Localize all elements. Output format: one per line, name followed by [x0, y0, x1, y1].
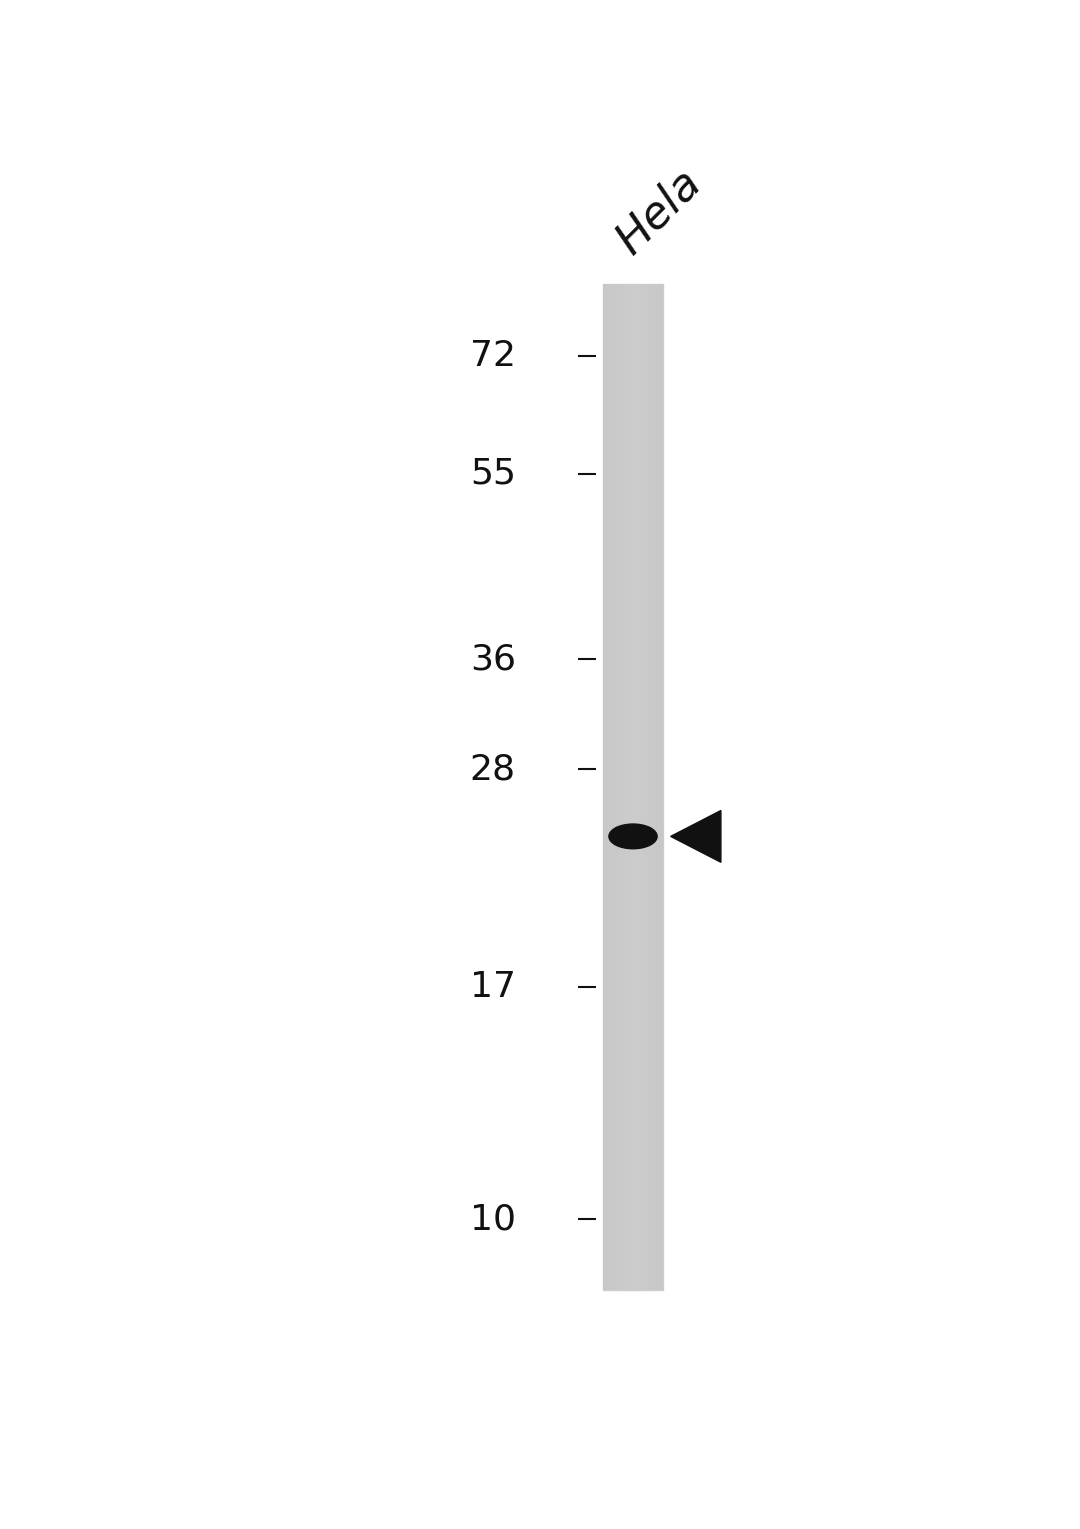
Bar	[637, 283, 639, 1290]
Bar	[639, 283, 642, 1290]
Bar	[609, 283, 611, 1290]
Bar	[619, 283, 621, 1290]
Bar	[656, 283, 657, 1290]
Bar	[649, 283, 651, 1290]
Text: 28: 28	[470, 752, 516, 786]
Bar	[611, 283, 613, 1290]
Bar	[625, 283, 627, 1290]
Text: 55: 55	[470, 457, 516, 491]
Bar	[607, 283, 609, 1290]
Bar	[603, 283, 663, 1290]
Bar	[643, 283, 645, 1290]
Bar	[627, 283, 629, 1290]
Bar	[633, 283, 635, 1290]
Text: Hela: Hela	[609, 161, 711, 263]
Polygon shape	[671, 810, 721, 862]
Bar	[647, 283, 649, 1290]
Bar	[629, 283, 631, 1290]
Bar	[651, 283, 653, 1290]
Bar	[659, 283, 661, 1290]
Text: 17: 17	[470, 969, 516, 1005]
Bar	[645, 283, 647, 1290]
Text: 10: 10	[470, 1202, 516, 1235]
Bar	[642, 283, 643, 1290]
Bar	[657, 283, 659, 1290]
Text: 72: 72	[470, 339, 516, 373]
Bar	[617, 283, 619, 1290]
Bar	[603, 283, 605, 1290]
Bar	[631, 283, 633, 1290]
Bar	[635, 283, 637, 1290]
Bar	[605, 283, 607, 1290]
Bar	[613, 283, 615, 1290]
Bar	[623, 283, 625, 1290]
Bar	[615, 283, 617, 1290]
Text: 36: 36	[470, 642, 516, 676]
Bar	[621, 283, 623, 1290]
Bar	[653, 283, 656, 1290]
Bar	[661, 283, 663, 1290]
Ellipse shape	[609, 824, 657, 849]
